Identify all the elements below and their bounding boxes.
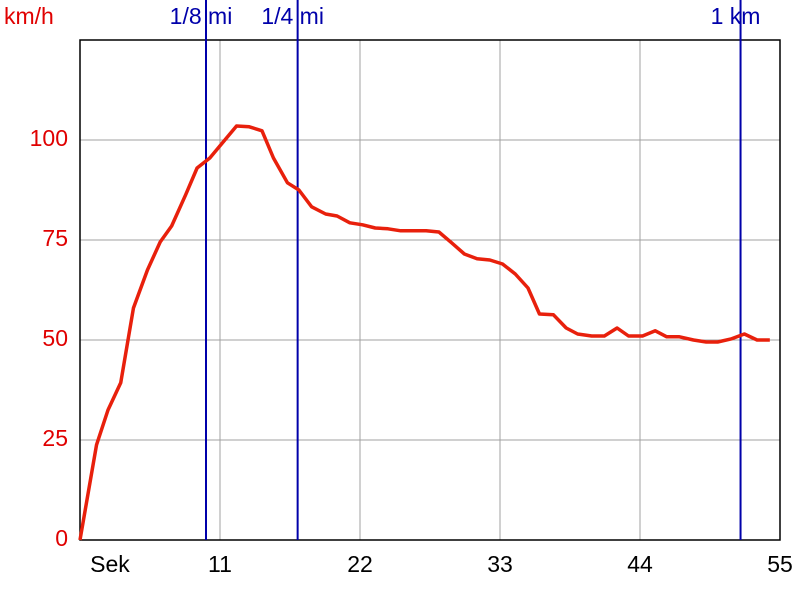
x-tick-label: 22	[347, 551, 373, 577]
y-tick-label: 0	[55, 525, 68, 551]
y-tick-label: 50	[42, 325, 68, 351]
x-tick-label: 44	[627, 551, 653, 577]
y-axis-label: km/h	[4, 3, 54, 29]
y-tick-label: 100	[30, 125, 68, 151]
distance-marker-label: 1/4 mi	[261, 3, 324, 29]
x-tick-label: 11	[208, 551, 232, 577]
x-tick-label: 55	[767, 551, 793, 577]
y-tick-label: 75	[42, 225, 68, 251]
y-tick-label: 25	[42, 425, 68, 451]
x-axis-label: Sek	[90, 551, 130, 577]
plot-frame	[79, 39, 781, 541]
speed-line	[78, 124, 770, 541]
x-tick-label: 33	[487, 551, 513, 577]
distance-marker-label: 1/8 mi	[170, 3, 233, 29]
distance-marker-label: 1 km	[711, 3, 761, 29]
